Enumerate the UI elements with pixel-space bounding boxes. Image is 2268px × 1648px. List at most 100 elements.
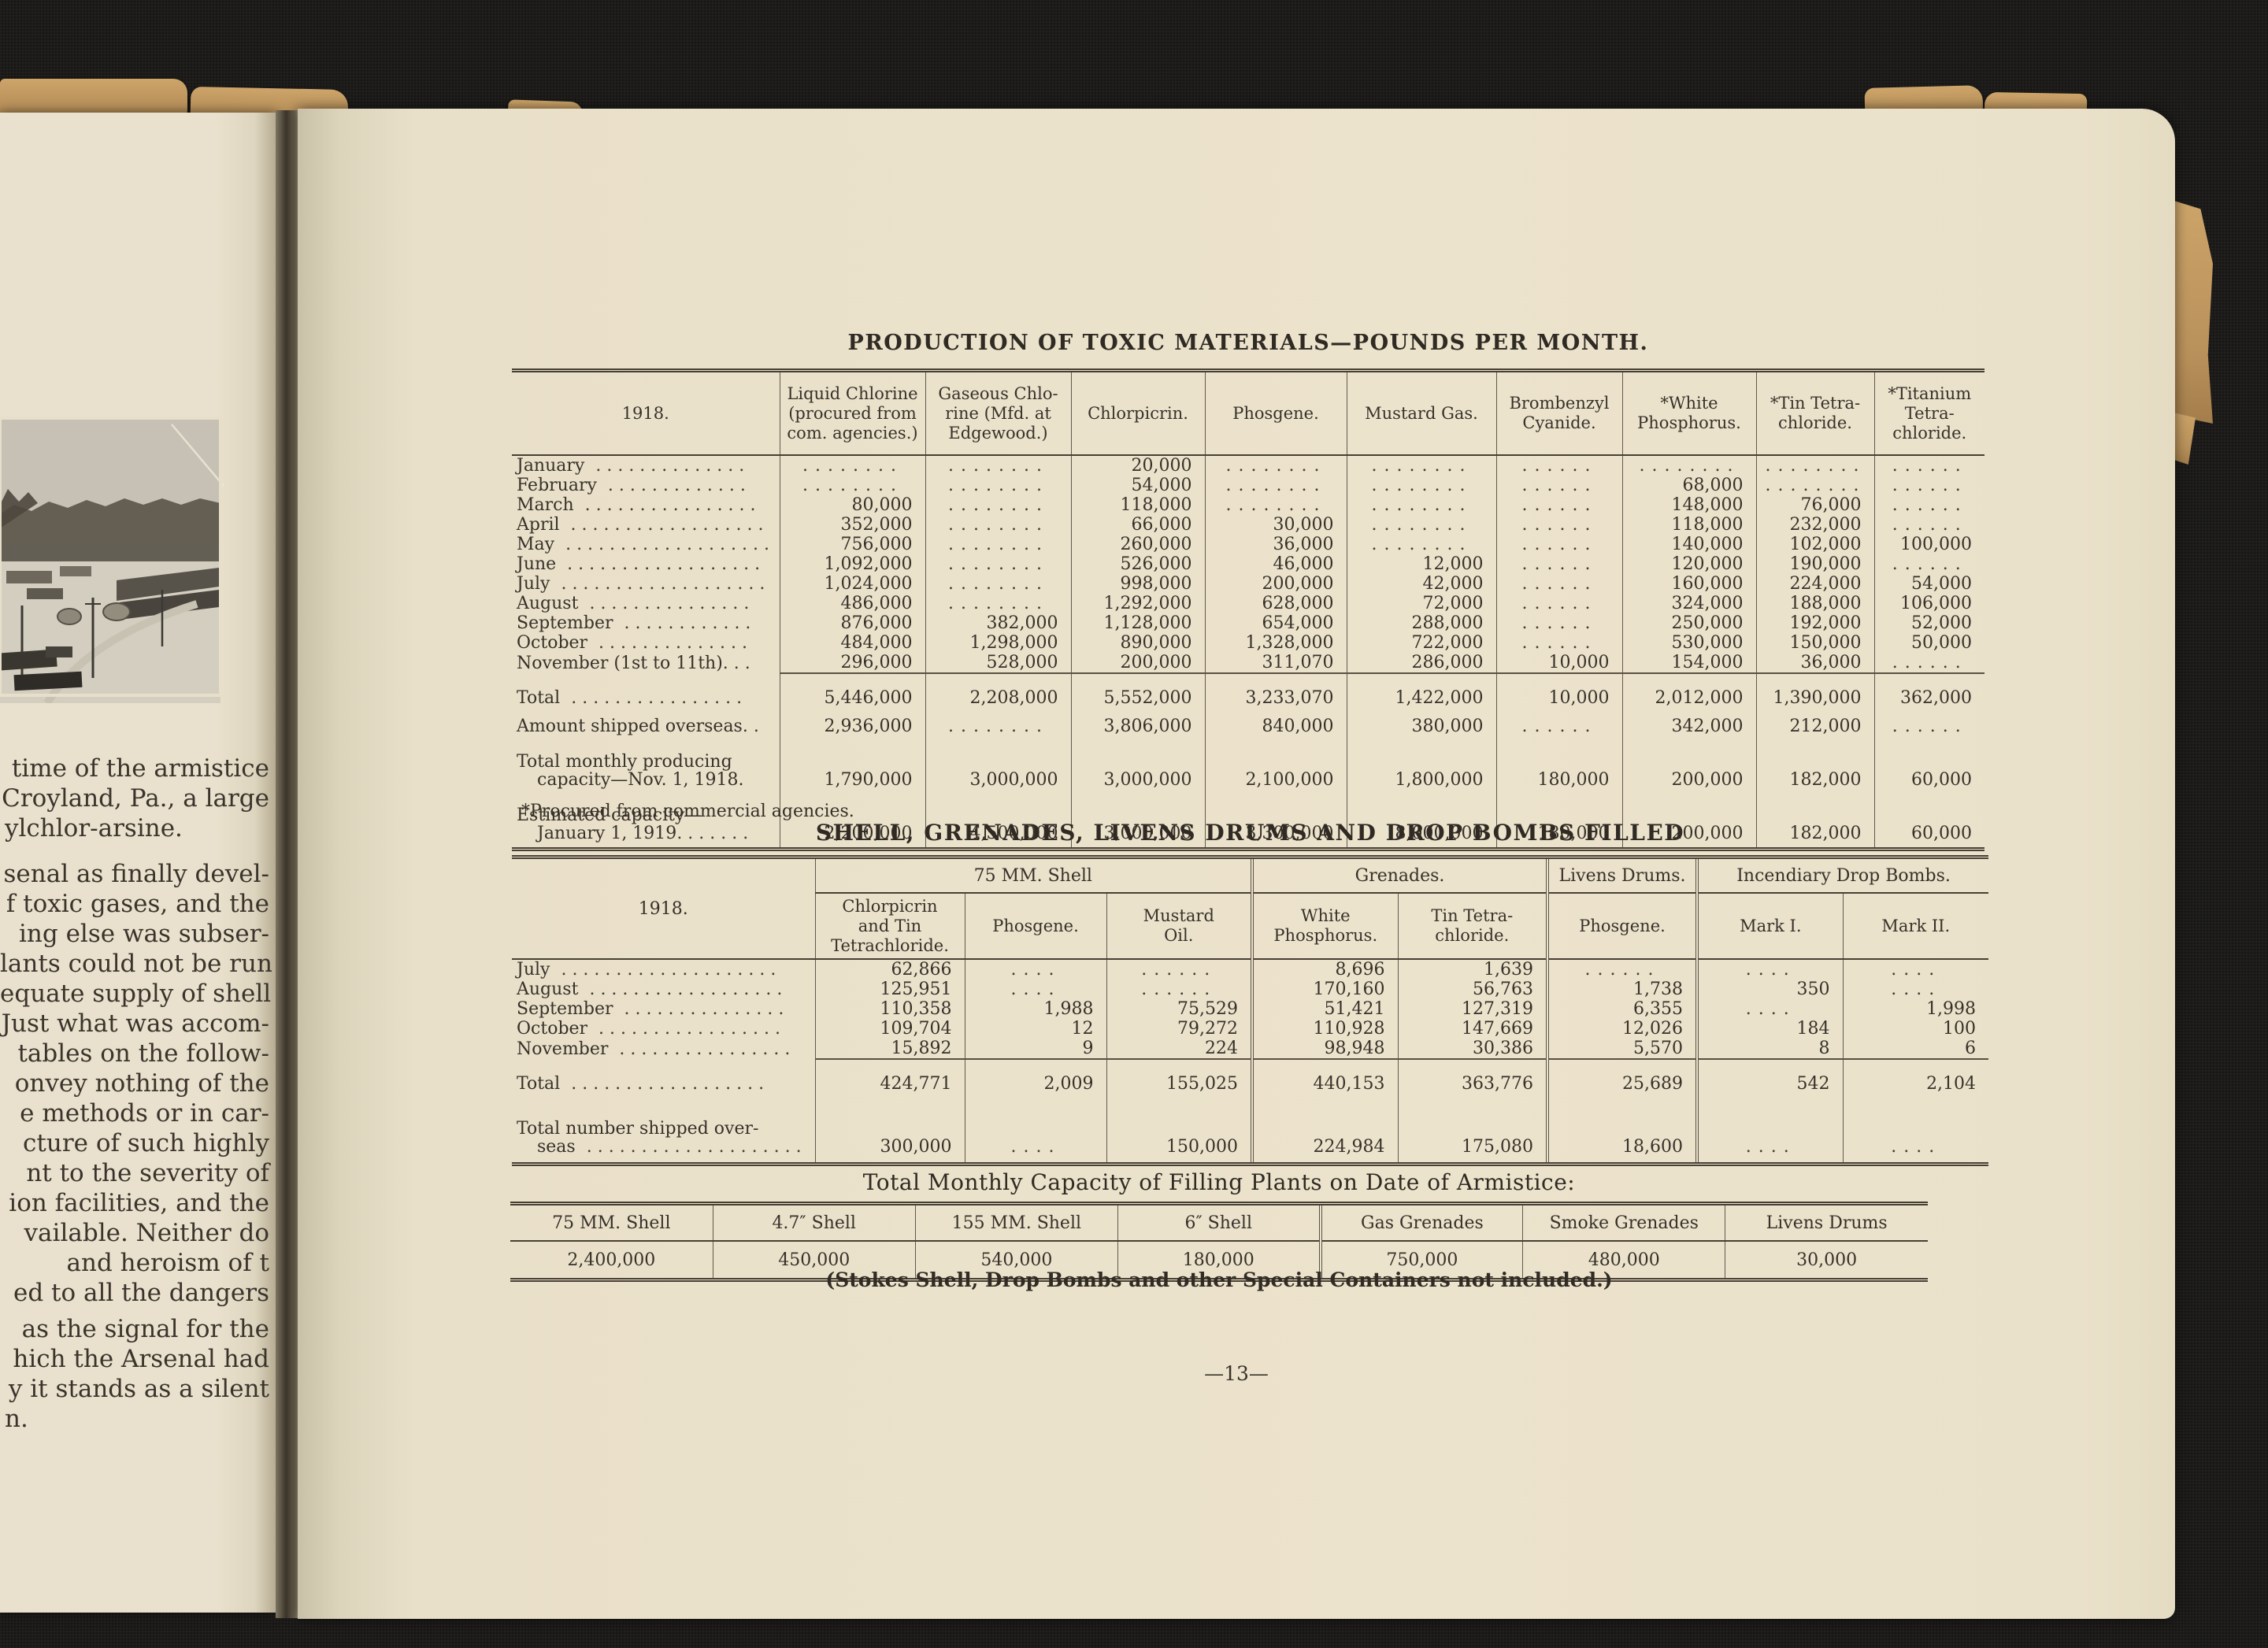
value-cell: 160,000: [1621, 574, 1756, 594]
shell-filling-table: 1918. 75 MM. Shell Grenades. Livens Drum…: [512, 855, 1989, 1166]
value-cell: 75,529: [1106, 999, 1253, 1019]
value-cell: 1,790,000: [779, 736, 925, 790]
col-tin-tetrachloride-grenade: Tin Tetra- chloride.: [1397, 893, 1548, 960]
value-cell: 170,160: [1251, 980, 1399, 999]
value-cell: 526,000: [1070, 554, 1205, 574]
value-cell: 18,600: [1546, 1094, 1698, 1162]
summary-label: Estimated capacity— January 1, 1919......…: [512, 790, 780, 847]
value-cell: 342,000: [1621, 708, 1756, 736]
left-page-text-line: n.: [5, 1405, 28, 1433]
value-cell: ........: [925, 594, 1071, 613]
dot-leader: ...................: [554, 535, 775, 554]
group-livens-drums: Livens Drums.: [1546, 859, 1698, 894]
value-cell: 192,000: [1755, 613, 1874, 633]
value-cell: 52,000: [1873, 613, 1984, 633]
value-cell: ......: [1495, 594, 1622, 613]
capacity-header-row: 75 MM. Shell 4.7″ Shell 155 MM. Shell 6″ Sh…: [510, 1205, 1928, 1242]
value-cell: 300,000: [814, 1094, 965, 1162]
value-cell: 380,000: [1346, 708, 1496, 736]
col-brombenzyl-cyanide: Brombenzyl Cyanide.: [1495, 372, 1622, 456]
value-cell: 12,000: [1346, 554, 1496, 574]
value-cell: 1,390,000: [1755, 672, 1874, 708]
col-phosgene-75mm: Phosgene.: [964, 893, 1106, 960]
row-label: November (1st to 11th)...: [517, 653, 756, 673]
production-table: 1918. Liquid Chlorine (procured from com…: [512, 368, 1984, 851]
dot-leader: .............: [596, 476, 751, 495]
value-cell: 2,936,000: [779, 708, 925, 736]
value-cell: 76,000: [1755, 495, 1874, 515]
left-page-text-line: Croyland, Pa., a large: [2, 784, 269, 813]
value-cell: 286,000: [1346, 653, 1496, 673]
value-cell: 1,738: [1546, 980, 1698, 999]
value-cell: 2,009: [964, 1058, 1106, 1094]
value-cell: ......: [1495, 613, 1622, 633]
value-cell: 288,000: [1346, 613, 1496, 633]
capacity-col-header: Livens Drums: [1725, 1205, 1928, 1242]
value-cell: 118,000: [1621, 515, 1756, 535]
capacity-col-header: Smoke Grenades: [1522, 1205, 1725, 1242]
value-cell: 260,000: [1070, 535, 1205, 554]
value-cell: 50,000: [1873, 633, 1984, 653]
left-page-text-line: ion facilities, and the: [9, 1189, 269, 1217]
value-cell: ......: [1106, 959, 1253, 980]
table1-title: PRODUCTION OF TOXIC MATERIALS—POUNDS PER…: [847, 331, 1649, 355]
value-cell: 5,552,000: [1070, 672, 1205, 708]
table-row: April .................. 352,000........ 6…: [512, 515, 1984, 535]
capacity-table-header: 75 MM. Shell 4.7″ Shell 155 MM. Shell 6″ Sh…: [510, 1205, 1928, 1242]
value-cell: 9: [964, 1039, 1106, 1059]
value-cell: 324,000: [1621, 594, 1756, 613]
table-row: October ................. 109,704 12 79,272…: [512, 1019, 1989, 1039]
summary-label: Amount shipped overseas..: [512, 708, 780, 736]
summary-label-line: Total ..................: [517, 1074, 770, 1094]
summary-label: Total ................: [512, 673, 780, 708]
value-cell: 440,153: [1251, 1058, 1399, 1094]
value-cell: ........: [1204, 495, 1347, 515]
value-cell: ....: [964, 959, 1106, 980]
left-page-text-line: lants could not be run: [0, 950, 272, 978]
value-cell: ....: [1842, 959, 1989, 980]
value-cell: 30,386: [1397, 1039, 1548, 1059]
value-cell: ......: [1873, 708, 1984, 736]
value-cell: ......: [1495, 495, 1622, 515]
summary-row: Total number shipped over-seas .........…: [512, 1094, 1989, 1162]
value-cell: 1,639: [1397, 959, 1548, 980]
capacity-value: 450,000: [712, 1241, 916, 1278]
row-label: August ...............: [517, 594, 755, 613]
value-cell: 352,000: [779, 515, 925, 535]
value-cell: ......: [1873, 455, 1984, 476]
value-cell: 147,669: [1397, 1019, 1548, 1039]
capacity-value-row: 2,400,000 450,000 540,000 180,000 750,000 480…: [510, 1241, 1928, 1278]
value-cell: 79,272: [1106, 1019, 1253, 1039]
value-cell: 484,000: [779, 633, 925, 653]
dot-leader: ...............: [578, 594, 755, 613]
dot-leader: ..: [742, 717, 765, 736]
left-page-text-line: y it stands as a silent: [8, 1375, 269, 1403]
value-cell: ........: [925, 574, 1071, 594]
table-row: August ............... 486,000........ 1,2…: [512, 594, 1984, 613]
value-cell: 2,100,000: [1204, 736, 1347, 790]
value-cell: 224,000: [1755, 574, 1874, 594]
value-cell: 1,292,000: [1070, 594, 1205, 613]
left-page-text-line: tables on the follow-: [17, 1039, 269, 1068]
value-cell: 1,422,000: [1346, 672, 1496, 708]
value-cell: 998,000: [1070, 574, 1205, 594]
value-cell: 12,026: [1546, 1019, 1698, 1039]
value-cell: 80,000: [779, 495, 925, 515]
value-cell: ....: [1842, 980, 1989, 999]
value-cell: 1,328,000: [1204, 633, 1347, 653]
dot-leader: ................: [560, 688, 748, 708]
value-cell: 6,355: [1546, 999, 1698, 1019]
left-page-paragraph-2: senal as finally devel-f toxic gases, an…: [0, 859, 274, 1308]
dot-leader: ..............: [584, 456, 750, 476]
value-cell: ........: [925, 495, 1071, 515]
value-cell: 120,000: [1621, 554, 1756, 574]
table-row: November ................ 15,892 9 224 98,94…: [512, 1039, 1989, 1059]
value-cell: 362,000: [1873, 672, 1984, 708]
value-cell: 5,570: [1546, 1039, 1698, 1059]
value-cell: ........: [1204, 455, 1347, 476]
col-gaseous-chlorine: Gaseous Chlo- rine (Mfd. at Edgewood.): [925, 372, 1071, 456]
value-cell: ........: [925, 455, 1071, 476]
summary-label-line: capacity—Nov. 1, 1918.: [537, 770, 744, 790]
row-label: February .............: [517, 476, 751, 495]
